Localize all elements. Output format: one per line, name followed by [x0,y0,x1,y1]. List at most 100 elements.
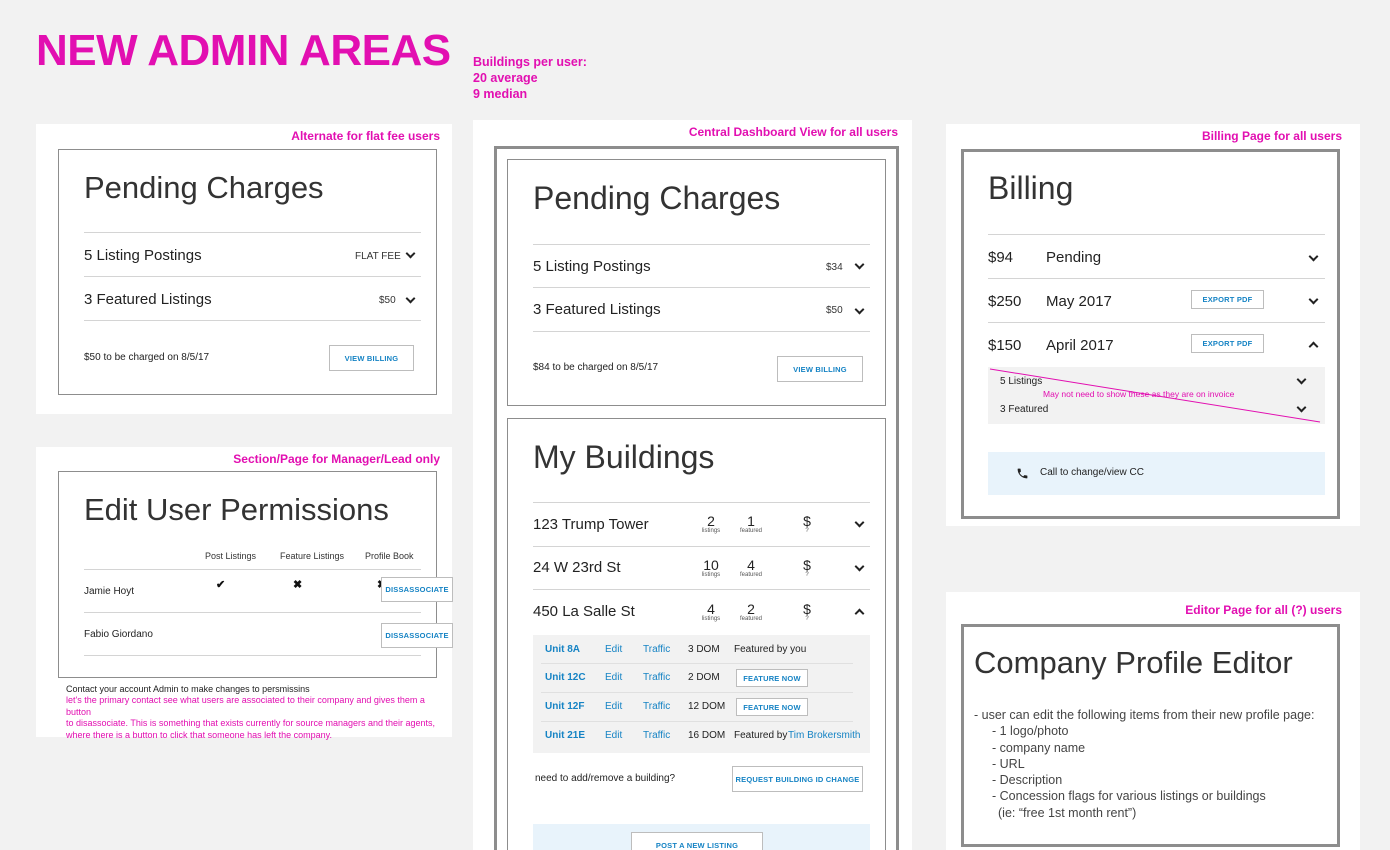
sub-row-label: 3 Featured [1000,404,1049,415]
billing-amount: $250 [988,293,1022,310]
dollar-sign: $ [803,513,811,529]
column-feature-listings: Feature Listings [280,551,345,561]
featured-count: 4 featured [737,558,765,578]
post-new-listing-button[interactable]: POST A NEW LISTING [631,832,763,850]
divider [541,721,853,722]
dollar-sign: $ [803,601,811,617]
editor-line: - company name [992,740,1086,755]
divider [84,655,421,656]
charge-row-value: $50 [379,295,396,306]
chevron-down-icon[interactable] [854,304,865,315]
charge-note: $50 to be charged on 8/5/17 [84,352,210,363]
column-post-listings: Post Listings [205,551,257,561]
editor-title: Company Profile Editor [974,645,1293,680]
feature-now-button[interactable]: FEATURE NOW [736,669,808,687]
view-billing-button[interactable]: VIEW BILLING [329,345,414,371]
unit-link[interactable]: Unit 21E [545,730,586,741]
edit-link[interactable]: Edit [605,644,623,655]
user-name: Fabio Giordano [84,629,153,640]
listings-number: 4 [707,601,715,617]
call-text[interactable]: Call to change/view CC [1040,467,1144,478]
traffic-link[interactable]: Traffic [643,730,671,741]
featured-by-link[interactable]: Tim Brokersmith [788,730,861,741]
permissions-card: Edit User Permissions Post Listings Feat… [58,471,453,678]
call-area: Call to change/view CC [988,452,1325,495]
unit-link[interactable]: Unit 12C [545,672,586,683]
days-on-market: 16 DOM [688,730,726,741]
dashboard-panel-label: Central Dashboard View for all users [688,125,898,139]
dashboard-pending-card: Pending Charges 5 Listing Postings $34 3… [507,159,886,406]
flat-fee-panel-label: Alternate for flat fee users [291,129,440,143]
dashboard-panel: Central Dashboard View for all users Pen… [473,120,912,850]
divider [533,546,870,547]
listings-number: 2 [707,513,715,529]
traffic-link[interactable]: Traffic [643,701,671,712]
charge-row-label: 3 Featured Listings [84,291,212,308]
chevron-up-icon[interactable] [854,608,865,619]
check-icon[interactable]: ✔ [216,579,226,591]
traffic-link[interactable]: Traffic [643,644,671,655]
divider [84,320,421,321]
dissassociate-button[interactable]: DISSASSOCIATE [381,623,453,648]
chevron-down-icon[interactable] [854,259,865,270]
chevron-down-icon[interactable] [854,561,865,572]
billing-panel-label: Billing Page for all users [1201,129,1342,143]
billing-title: Billing [988,170,1074,206]
billing-period: May 2017 [1046,293,1112,310]
editor-line: - URL [992,756,1025,771]
flat-fee-title: Pending Charges [84,170,324,205]
charge-note: $84 to be charged on 8/5/17 [533,362,659,373]
listings-unit: listings [701,616,721,622]
annotation-line: let's the primary contact see what users… [66,695,425,717]
featured-number: 2 [747,601,755,617]
chevron-down-icon[interactable] [405,293,416,304]
dollar-sign: $ [803,557,811,573]
annotation-line: to disassociate. This is something that … [66,718,436,728]
units-list: Unit 8A Edit Traffic 3 DOM Featured by y… [533,635,870,753]
request-building-id-change-button[interactable]: REQUEST BUILDING ID CHANGE [732,766,863,792]
export-pdf-button[interactable]: EXPORT PDF [1191,334,1264,353]
dollar-unknown: ? [805,616,809,622]
billing-amount: $150 [988,337,1022,354]
view-billing-button[interactable]: VIEW BILLING [777,356,863,382]
building-name: 24 W 23rd St [533,559,621,576]
dashboard-frame: Pending Charges 5 Listing Postings $34 3… [494,146,899,850]
chevron-down-icon[interactable] [1308,251,1319,262]
dissassociate-button[interactable]: DISSASSOCIATE [381,577,453,602]
divider [988,278,1325,279]
stats-average: 20 average [473,71,538,85]
editor-items: - user can edit the following items from… [974,707,1314,821]
edit-link[interactable]: Edit [605,701,623,712]
edit-link[interactable]: Edit [605,730,623,741]
export-pdf-button[interactable]: EXPORT PDF [1191,290,1264,309]
chevron-down-icon[interactable] [1308,294,1319,305]
editor-line: (ie: “free 1st month rent”) [998,805,1137,820]
cross-icon[interactable]: ✖ [293,579,303,591]
permissions-panel: Section/Page for Manager/Lead only Edit … [36,447,453,740]
add-remove-note: need to add/remove a building? [535,773,676,784]
building-stats: Buildings per user: 20 average 9 median [473,54,587,102]
chevron-down-icon[interactable] [854,517,865,528]
feature-now-button[interactable]: FEATURE NOW [736,698,808,716]
phone-icon [1017,468,1028,479]
traffic-link[interactable]: Traffic [643,672,671,683]
billing-frame: Billing $94 Pending $250 May 2017 EXPORT… [961,149,1340,519]
charge-row-value: $50 [826,305,843,316]
sub-row-label: 5 Listings [1000,376,1043,387]
unit-link[interactable]: Unit 8A [545,644,580,655]
divider [988,234,1325,235]
listings-unit: listings [701,572,721,578]
edit-link[interactable]: Edit [605,672,623,683]
divider [533,589,870,590]
annotation-line: where there is a button to click that so… [66,729,332,740]
chevron-down-icon[interactable] [405,248,416,259]
divider [541,663,853,664]
editor-line: - 1 logo/photo [992,724,1069,739]
user-name: Jamie Hoyt [84,586,135,597]
editor-panel-label: Editor Page for all (?) users [1185,603,1342,617]
unit-link[interactable]: Unit 12F [545,701,585,712]
permissions-title: Edit User Permissions [84,492,389,527]
chevron-up-icon[interactable] [1308,341,1319,352]
dollar-unknown: ? [805,528,809,534]
stats-median: 9 median [473,87,528,101]
